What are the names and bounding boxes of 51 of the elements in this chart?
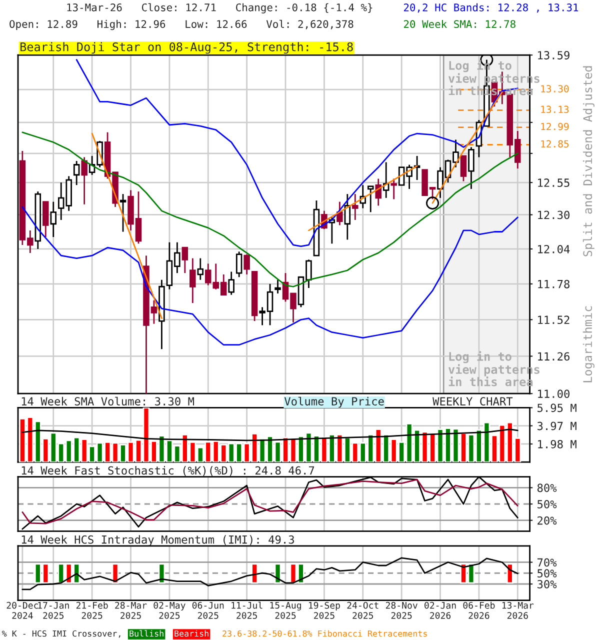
ref-line-label: 12.99 bbox=[541, 122, 569, 130]
x-tick-label: 02-Jan 2026 bbox=[424, 602, 456, 619]
y-tick-label: 13.59 bbox=[538, 51, 570, 60]
y-tick-label: 11.26 bbox=[538, 352, 570, 361]
chart-title: 14 Week HCS Intraday Momentum (IMI): 49.3 bbox=[22, 535, 294, 546]
y-tick-label: 30% bbox=[537, 580, 557, 588]
x-tick-label: 11-Jul 2025 bbox=[232, 602, 262, 619]
y-tick-label: 3.97 M bbox=[537, 422, 576, 430]
y-tick-label: 50% bbox=[538, 569, 557, 578]
x-tick-label: 28-Mar 2025 bbox=[115, 602, 147, 619]
y-tick-label: 80% bbox=[537, 484, 557, 492]
y-axis-title: Split and Dividend Adjusted bbox=[582, 66, 594, 256]
chart-subtitle: Open: 12.89 High: 12.96 Low: 12.66 Vol: 2,620,378 bbox=[10, 20, 354, 30]
y-tick-label: 1.98 M bbox=[538, 440, 576, 448]
x-tick-label: 15-Aug 2025 bbox=[270, 602, 301, 619]
y-tick-label: 12.55 bbox=[538, 178, 570, 187]
x-tick-label: 20-Dec 2024 bbox=[6, 602, 38, 619]
y-tick-label: 12.30 bbox=[538, 210, 570, 220]
y-tick-label: 50% bbox=[538, 500, 557, 508]
ref-line-label: 12.85 bbox=[541, 140, 569, 148]
y-tick-label: 11.52 bbox=[538, 316, 570, 324]
x-tick-label: 19-Sep 2025 bbox=[308, 602, 340, 619]
x-tick-label: 06-Feb 2026 bbox=[463, 602, 495, 619]
y-tick-label: 70% bbox=[538, 558, 557, 567]
ref-line-label: 13.30 bbox=[541, 85, 569, 92]
text: Bullish bbox=[130, 630, 164, 637]
y-tick-label: 11.00 bbox=[538, 390, 570, 398]
y-tick-label: 11.78 bbox=[538, 280, 570, 288]
x-tick-label: 28-Nov 2025 bbox=[386, 602, 418, 619]
text: WEEKLY CHART bbox=[432, 397, 513, 406]
y-tick-label: 12.04 bbox=[538, 244, 570, 254]
text: Volume By Price bbox=[284, 396, 384, 408]
chart-title: 13-Mar-26 Close: 12.71 Change: -0.18 {-1.4 %} bbox=[67, 3, 372, 14]
ref-line-label: 13.13 bbox=[541, 106, 569, 114]
chart-title: 14 Week SMA Volume: 3.30 M bbox=[22, 396, 194, 406]
text: 23.6-38.2-50-61.8% Fibonacci Retracements bbox=[222, 630, 427, 637]
x-tick-label: 02-May 2025 bbox=[154, 602, 186, 619]
text: Logarithmic bbox=[582, 306, 594, 382]
x-tick-label: 17-Jan 2025 bbox=[38, 602, 69, 619]
y-tick-label: 20% bbox=[538, 516, 557, 525]
x-tick-label: 21-Feb 2025 bbox=[76, 602, 108, 619]
x-tick-label: 13-Mar 2026 bbox=[502, 602, 534, 619]
text: Bearish Doji Star on 08-Aug-25, Strength: -15.8 bbox=[20, 42, 353, 54]
x-tick-label: 06-Jun 2025 bbox=[192, 602, 224, 619]
chart-title: 14 Week Fast Stochastic (%K)(%D) : 24.8 46.7 bbox=[22, 466, 314, 476]
text: % K - HCS IMI Crossover, bbox=[2, 630, 120, 638]
y-tick-label: 5.95 M bbox=[538, 404, 576, 412]
text: 20 Week SMA: 12.78 bbox=[404, 20, 516, 28]
x-tick-label: 24-Oct 2025 bbox=[347, 602, 378, 619]
text: 20,2 HC Bands: 12.28 , 13.31 bbox=[404, 3, 578, 13]
text: Bearish bbox=[174, 630, 208, 637]
